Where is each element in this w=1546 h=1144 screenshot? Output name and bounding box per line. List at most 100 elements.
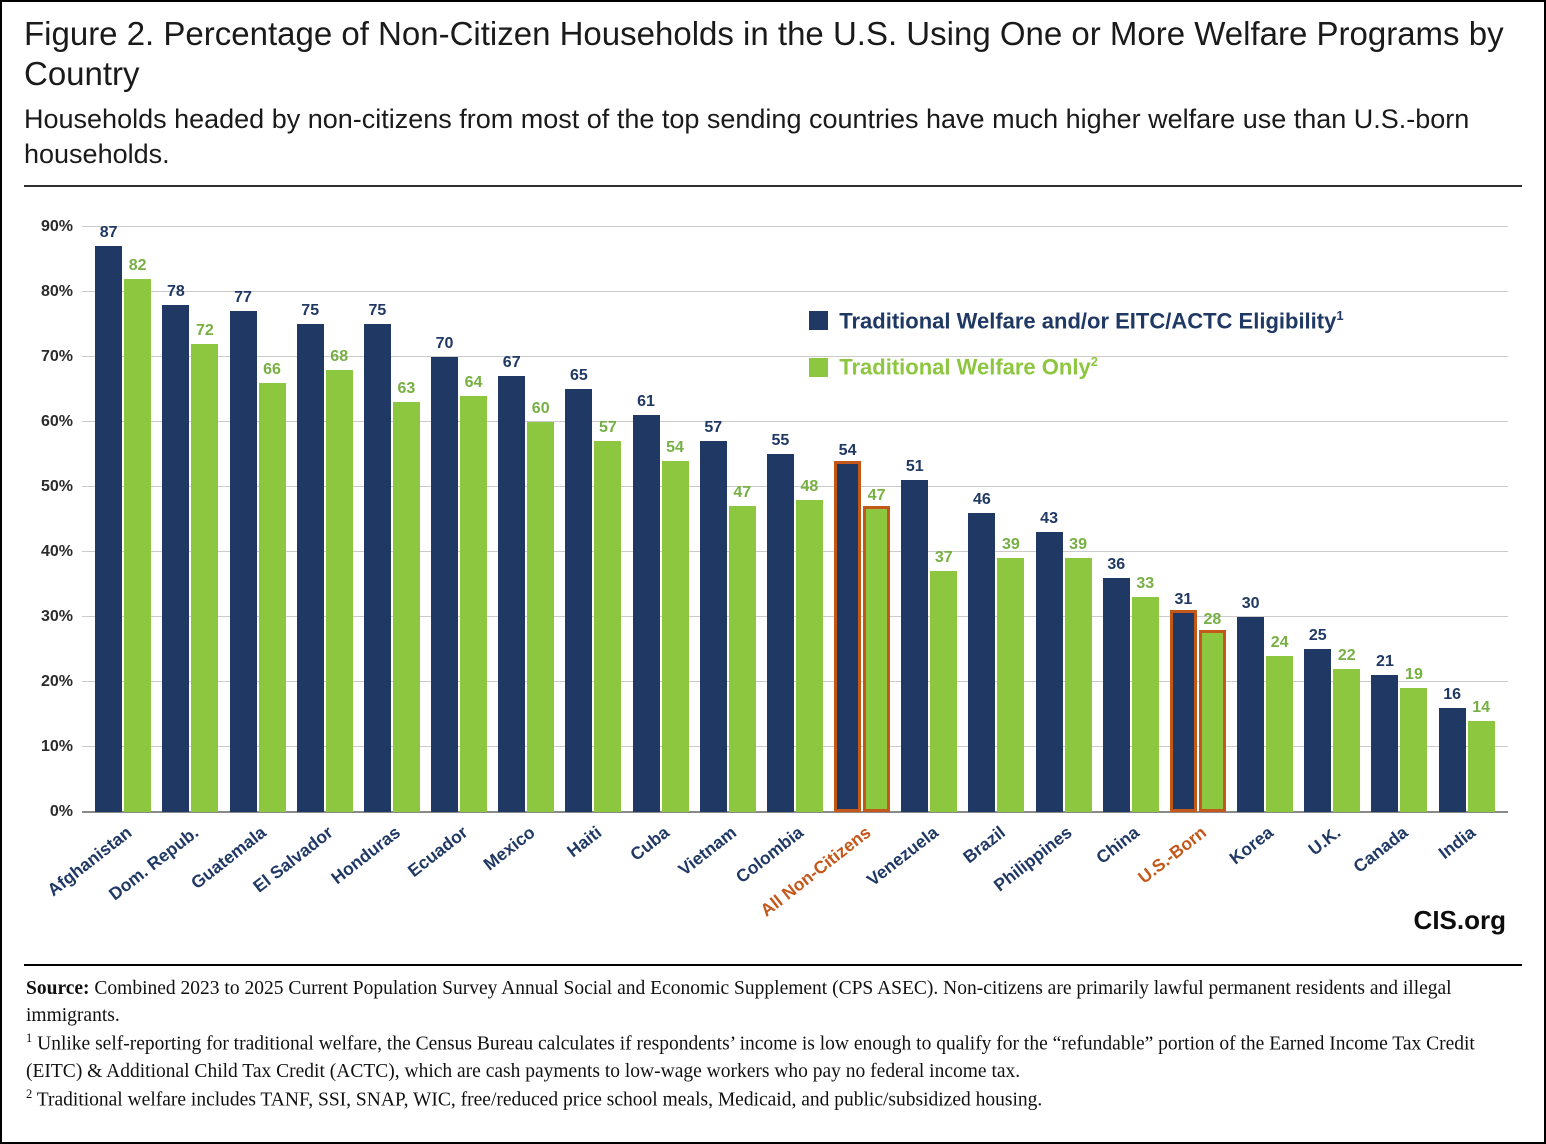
bar-group-brazil: 46 39: [968, 227, 1025, 812]
bar-eitc-eligibility: 54: [834, 442, 862, 812]
x-axis-cell: Ecuador: [404, 812, 487, 964]
x-axis-cell: U.S.-Born: [1134, 812, 1226, 964]
bar-value-label: 24: [1270, 633, 1289, 651]
bar-value-label: 67: [502, 354, 521, 372]
bar-eitc-eligibility: 67: [498, 354, 526, 812]
bar-eitc-eligibility: 55: [766, 432, 794, 812]
bar-welfare-only: 39: [997, 536, 1025, 812]
plot-area: Traditional Welfare and/or EITC/ACTC Eli…: [41, 218, 1508, 820]
bar-welfare-only: 72: [191, 322, 219, 812]
x-axis-cell: Honduras: [327, 812, 420, 964]
bar-welfare-only: 39: [1064, 536, 1092, 812]
bar-value-label: 46: [973, 490, 991, 508]
bar-group-el-salvador: 75 68: [296, 227, 353, 812]
bar-value-label: 47: [733, 484, 752, 502]
bar-welfare-only: 47: [728, 484, 756, 812]
bar-value-label: 68: [330, 347, 349, 365]
bar-welfare-only: 54: [661, 439, 689, 812]
bar-value-label: 75: [301, 302, 320, 320]
y-axis-tick-label: 80%: [40, 282, 73, 300]
bar-value-label: 19: [1405, 666, 1423, 684]
figure-subtitle: Households headed by non-citizens from m…: [24, 103, 1470, 169]
bar-value-label: 72: [195, 321, 214, 339]
bar-value-label: 82: [128, 256, 147, 274]
bar-eitc-eligibility: 51: [901, 458, 929, 812]
y-axis-tick-label: 70%: [40, 347, 73, 365]
bar-group-colombia: 55 48: [766, 227, 823, 812]
footnote-2-text: Traditional welfare includes TANF, SSI, …: [32, 1089, 1043, 1111]
bar-welfare-only: 60: [527, 400, 555, 812]
bar-welfare-only: 33: [1131, 575, 1159, 812]
x-axis-cell: Philippines: [990, 812, 1092, 964]
bar-value-label: 51: [905, 458, 924, 476]
bar-welfare-only: 57: [594, 419, 622, 812]
bar-group-honduras: 75 63: [363, 227, 420, 812]
bar-value-label: 55: [771, 432, 790, 450]
x-axis-cell: Cuba: [626, 812, 689, 964]
x-axis-cell: Venezuela: [863, 812, 957, 964]
footnote-2: 2 Traditional welfare includes TANF, SSI…: [26, 1086, 1520, 1114]
bar-eitc-eligibility: 16: [1438, 686, 1466, 812]
y-axis-tick-label: 30%: [40, 607, 73, 625]
bar-welfare-only: 82: [124, 257, 152, 812]
bar-eitc-eligibility: 30: [1237, 595, 1265, 812]
x-axis-line: [82, 810, 1508, 813]
gridline: [82, 550, 1508, 552]
bar-eitc-eligibility: 31: [1169, 591, 1197, 812]
source-label: Source:: [26, 977, 90, 999]
bar-eitc-eligibility: 25: [1304, 627, 1332, 812]
bar-eitc-eligibility: 75: [296, 302, 324, 812]
legend-item-eitc-eligibility: Traditional Welfare and/or EITC/ACTC Eli…: [809, 307, 1344, 334]
footer-divider: [24, 963, 1522, 966]
y-axis-tick-label: 90%: [40, 217, 73, 235]
bar-welfare-only: 47: [863, 487, 891, 812]
header-divider: [24, 184, 1522, 187]
bar-value-label: 60: [531, 399, 550, 417]
bar-group-all-non-citizens: 54 47: [834, 227, 891, 812]
gridline: [82, 615, 1508, 617]
bar-value-label: 37: [934, 549, 953, 567]
bar-eitc-eligibility: 70: [431, 335, 459, 812]
bar-welfare-only: 22: [1333, 647, 1361, 812]
bar-welfare-only: 68: [325, 348, 353, 812]
x-axis-label: Mexico: [479, 821, 539, 874]
bar-value-label: 48: [800, 477, 819, 495]
bar-group-china: 36 33: [1102, 227, 1159, 812]
footnote-2-marker: 2: [26, 1086, 33, 1101]
bar-group-dom-repub-: 78 72: [162, 227, 219, 812]
bar-eitc-eligibility: 65: [565, 367, 593, 812]
figure-header: Figure 2. Percentage of Non-Citizen Hous…: [2, 2, 1544, 172]
bar-welfare-only: 66: [258, 361, 286, 812]
bar-value-label: 66: [263, 360, 281, 378]
gridline: [82, 355, 1508, 357]
bar-value-label: 57: [704, 419, 723, 437]
bar-value-label: 87: [99, 224, 118, 242]
gridline: [82, 420, 1508, 422]
gridline: [82, 290, 1508, 292]
gridline: [82, 680, 1508, 682]
x-axis-cell: Vietnam: [674, 812, 756, 964]
bar-value-label: 70: [435, 334, 454, 352]
x-axis-cell: Haiti: [563, 812, 621, 964]
bar-group-vietnam: 57 47: [699, 227, 756, 812]
legend-swatch-green: [809, 357, 829, 377]
x-axis-label: China: [1092, 821, 1144, 868]
bar-welfare-only: 19: [1400, 666, 1428, 812]
legend-label-eitc-eligibility: Traditional Welfare and/or EITC/ACTC Eli…: [839, 307, 1344, 333]
gridline: [82, 485, 1508, 487]
y-axis-tick-label: 50%: [40, 477, 73, 495]
bar-eitc-eligibility: 46: [968, 491, 996, 812]
x-axis-label: U.K.: [1304, 821, 1345, 859]
bar-eitc-eligibility: 87: [95, 224, 123, 812]
bar-value-label: 43: [1040, 510, 1058, 528]
bar-value-label: 31: [1174, 591, 1193, 609]
bar-value-label: 65: [569, 367, 588, 385]
x-axis-cell: India: [1434, 812, 1495, 964]
bar-welfare-only: 63: [392, 380, 420, 812]
x-axis-label: Cuba: [626, 821, 673, 865]
figure-title: Figure 2. Percentage of Non-Citizen Hous…: [24, 15, 1504, 93]
bar-eitc-eligibility: 36: [1102, 556, 1130, 812]
bar-value-label: 25: [1308, 627, 1327, 645]
bar-group-ecuador: 70 64: [431, 227, 488, 812]
source-text: Combined 2023 to 2025 Current Population…: [26, 977, 1452, 1027]
